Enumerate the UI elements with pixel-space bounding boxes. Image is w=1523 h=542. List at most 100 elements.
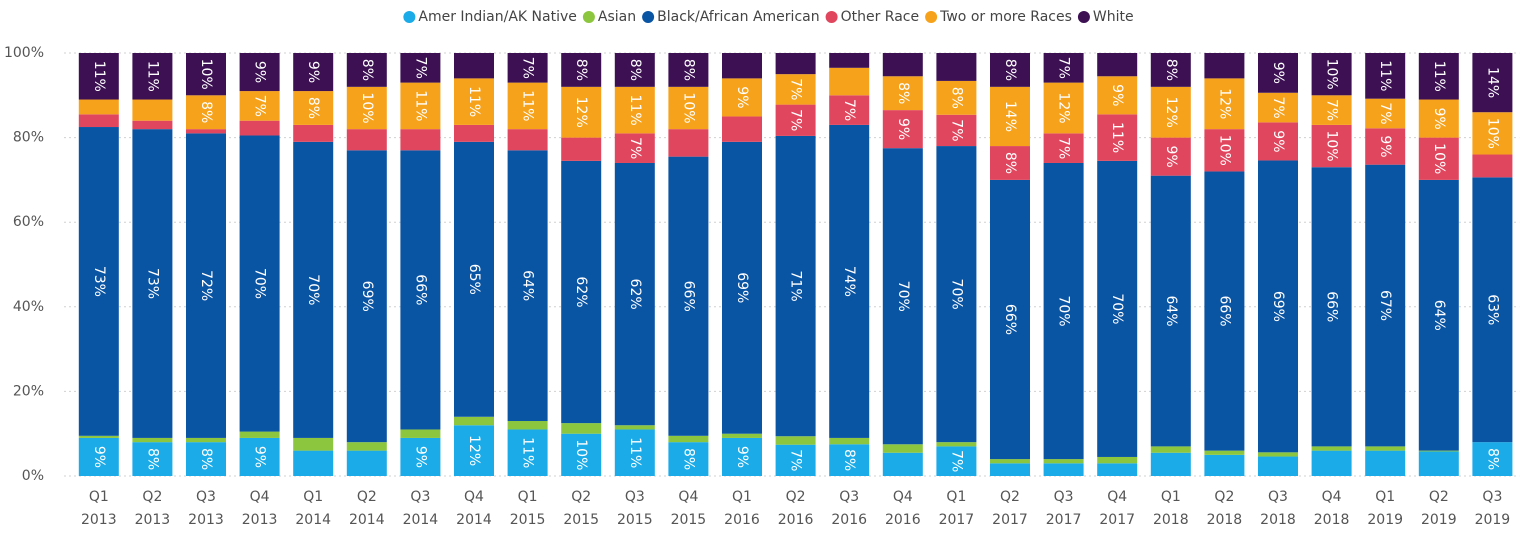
x-tick-label: Q2	[571, 489, 591, 505]
bar-segment	[400, 429, 441, 438]
y-tick-label: 40%	[13, 299, 44, 315]
bar-segment	[775, 436, 816, 445]
legend-label: White	[1093, 9, 1134, 25]
bar-segment	[1418, 451, 1459, 476]
x-tick-label: Q4	[464, 489, 484, 505]
data-label: 73%	[144, 268, 160, 299]
bar-segment	[132, 129, 173, 438]
data-label: 9%	[252, 61, 268, 83]
bar-segment	[668, 53, 709, 87]
x-tick-label: Q1	[1375, 489, 1395, 505]
data-label: 12%	[466, 435, 482, 466]
bar-segment	[1418, 99, 1459, 138]
data-label: 7%	[788, 78, 804, 100]
x-tick-label: Q2	[1000, 489, 1020, 505]
data-label: 69%	[359, 281, 375, 312]
data-label: 11%	[1377, 60, 1393, 91]
bar-segment	[1150, 446, 1191, 453]
data-label: 9%	[1377, 135, 1393, 157]
bar-segment	[614, 133, 655, 163]
bar-segment	[775, 53, 816, 75]
data-label: 63%	[1484, 294, 1500, 325]
bar-segment	[722, 78, 762, 117]
y-tick-label: 20%	[13, 383, 44, 399]
data-label: 64%	[1431, 300, 1447, 331]
bar-segment	[1043, 82, 1084, 134]
data-label: 62%	[573, 276, 589, 307]
bar-segment	[454, 53, 494, 79]
x-tick-label: Q1	[303, 489, 323, 505]
data-label: 69%	[734, 272, 750, 303]
bar-segment	[1365, 164, 1406, 447]
bar-segment	[507, 53, 548, 83]
bar-segment	[1043, 459, 1084, 464]
legend-marker	[925, 11, 938, 23]
bar-segment	[1258, 122, 1298, 161]
data-label: 9%	[1163, 146, 1179, 168]
bar-segment	[1311, 450, 1352, 476]
data-label: 8%	[1002, 152, 1018, 174]
bar-segment	[1418, 137, 1459, 180]
bar-segment	[293, 53, 334, 92]
data-label: 9%	[1270, 62, 1286, 84]
data-label: 7%	[412, 57, 428, 79]
data-label: 10%	[573, 439, 589, 470]
data-label: 10%	[1324, 130, 1340, 161]
x-tick-label: Q1	[89, 489, 109, 505]
data-label: 8%	[627, 59, 643, 81]
data-label: 12%	[573, 97, 589, 128]
data-label: 70%	[305, 274, 321, 305]
data-label: 8%	[895, 82, 911, 104]
x-tick-label: Q2	[1429, 489, 1449, 505]
data-label: 7%	[520, 57, 536, 79]
bar-segment	[561, 53, 602, 87]
x-tick-label: 2016	[831, 512, 867, 528]
bar-segment	[1472, 53, 1513, 113]
bar-segment	[722, 437, 762, 476]
bar-segment	[1472, 154, 1513, 178]
data-label: 7%	[948, 119, 964, 141]
bar-segment	[239, 53, 280, 92]
bar-segment	[1258, 92, 1298, 123]
x-tick-label: 2014	[456, 512, 492, 528]
bar-segment	[614, 162, 655, 426]
bar-segment	[1150, 452, 1191, 476]
data-label: 7%	[788, 449, 804, 471]
bar-segment	[990, 86, 1030, 147]
bar-segment	[1311, 124, 1352, 168]
bar-segment	[454, 141, 494, 417]
bar-segment	[722, 116, 762, 142]
data-label: 9%	[305, 61, 321, 83]
data-label: 10%	[1216, 135, 1232, 166]
bar-segment	[186, 442, 226, 476]
x-tick-label: Q2	[1214, 489, 1234, 505]
data-label: 72%	[198, 270, 214, 301]
bar-segment	[1043, 463, 1084, 476]
data-label: 71%	[788, 271, 804, 302]
x-tick-label: Q3	[839, 489, 859, 505]
x-tick-label: 2013	[135, 512, 171, 528]
data-label: 10%	[198, 59, 214, 90]
bar-segment	[1365, 98, 1406, 129]
bar-segment	[829, 124, 870, 438]
bar-segment	[882, 110, 923, 149]
bar-segment	[239, 91, 280, 121]
x-tick-label: Q3	[410, 489, 430, 505]
data-label: 69%	[1270, 291, 1286, 322]
x-tick-label: 2015	[563, 512, 599, 528]
bar-segment	[78, 53, 119, 100]
data-label: 12%	[1216, 88, 1232, 119]
data-label: 66%	[1002, 304, 1018, 335]
bar-segment	[722, 433, 762, 438]
data-label: 62%	[627, 279, 643, 310]
legend-marker	[825, 11, 838, 23]
bar-segment	[775, 74, 816, 105]
data-label: 8%	[680, 59, 696, 81]
data-label: 11%	[144, 61, 160, 92]
data-label: 8%	[841, 449, 857, 471]
data-label: 8%	[1484, 448, 1500, 470]
bar-segment	[132, 53, 173, 100]
data-label: 8%	[680, 448, 696, 470]
bar-segment	[346, 442, 387, 451]
